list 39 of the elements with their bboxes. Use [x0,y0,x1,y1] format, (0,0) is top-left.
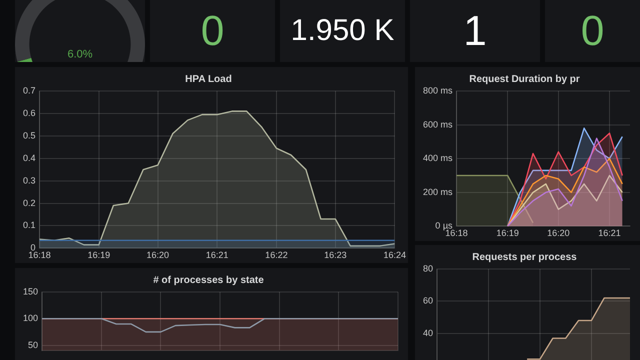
x-tick-label: 16:18 [28,250,51,260]
x-tick-label: 16:21 [598,228,621,238]
y-tick-label: 0.5 [22,130,36,140]
x-tick-label: 16:21 [206,250,228,260]
x-tick-label: 16:22 [265,250,288,260]
x-tick-label: 16:23 [324,250,347,260]
text: 0 [580,7,604,55]
chart-title: # of processes by state [153,274,264,286]
text: 1.950 K [290,14,394,48]
y-tick-label: 40 [422,328,434,338]
chart-title: HPA Load [185,74,232,85]
y-tick-label: 0 [30,242,36,253]
text: 6.0% [67,48,93,60]
x-tick-label: 16:20 [146,250,170,260]
x-tick-label: 16:24 [383,250,406,260]
chart-title: Requests per process [472,252,578,263]
chart-title: Request Duration by pr [469,74,580,85]
y-tick-label: 0.1 [22,220,36,230]
y-tick-label: 50 [28,340,38,350]
y-tick-label: 0.7 [22,85,36,96]
y-tick-label: 60 [422,296,434,306]
y-tick-label: 0.4 [22,152,36,163]
x-tick-label: 16:19 [496,228,519,238]
y-tick-label: 0.3 [22,175,36,186]
text: 1 [463,7,487,55]
y-tick-label: 100 [22,313,38,324]
y-tick-label: 400 ms [423,153,454,164]
y-tick-label: 800 ms [423,85,454,96]
y-tick-label: 600 ms [423,119,454,130]
y-tick-label: 0.2 [22,198,36,208]
y-tick-label: 200 ms [423,186,454,197]
x-tick-label: 16:20 [547,228,570,238]
y-tick-label: 150 [22,286,38,296]
y-tick-label: 0 µs [435,220,453,231]
x-tick-label: 16:19 [88,250,110,260]
text: 0 [200,7,224,55]
x-tick-label: 16:18 [445,228,468,238]
y-tick-label: 0.6 [22,108,36,118]
y-tick-label: 80 [422,263,434,274]
